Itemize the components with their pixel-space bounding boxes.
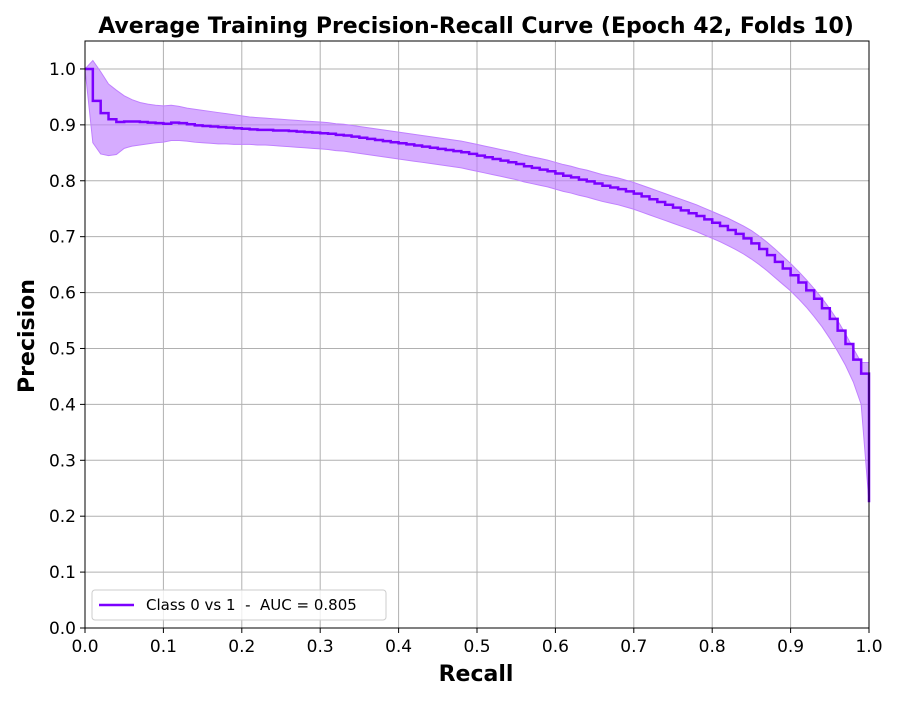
y-tick-label: 0.6 (49, 284, 76, 304)
x-tick-label: 0.4 (385, 637, 412, 657)
legend: Class 0 vs 1 - AUC = 0.805 (91, 589, 387, 621)
x-tick-label: 1.0 (855, 637, 882, 657)
y-axis-label: Precision (15, 279, 40, 393)
y-tick-label: 0.2 (49, 507, 76, 527)
y-tick-label: 0.5 (49, 339, 76, 359)
x-tick-label: 0.3 (307, 637, 334, 657)
x-tick-label: 0.2 (228, 637, 255, 657)
x-tick-label: 0.6 (542, 637, 569, 657)
y-tick-label: 0.0 (49, 619, 76, 639)
chart-title: Average Training Precision-Recall Curve … (98, 14, 854, 39)
y-tick-label: 0.3 (49, 451, 76, 471)
y-tick-label: 0.4 (49, 395, 76, 415)
x-tick-label: 0.0 (71, 637, 98, 657)
x-tick-label: 0.7 (620, 637, 647, 657)
x-tick-label: 0.9 (777, 637, 804, 657)
y-tick-label: 1.0 (49, 60, 76, 80)
series-line (85, 67, 871, 503)
line-layer (85, 67, 871, 503)
x-axis-label: Recall (439, 662, 514, 687)
tick-layer: 0.0 0.1 0.2 0.3 0.4 0.5 0.6 0.7 0.8 0.9 1.0 0.0 0.1 0… (49, 60, 883, 657)
legend-label: Class 0 vs 1 - AUC = 0.805 (146, 596, 357, 614)
y-tick-label: 0.1 (49, 563, 76, 583)
legend-box (91, 589, 387, 621)
x-tick-label: 0.8 (699, 637, 726, 657)
y-tick-label: 0.7 (49, 228, 76, 248)
x-tick-label: 0.1 (150, 637, 177, 657)
y-tick-label: 0.9 (49, 116, 76, 136)
y-tick-label: 0.8 (49, 172, 76, 192)
x-tick-label: 0.5 (463, 637, 490, 657)
